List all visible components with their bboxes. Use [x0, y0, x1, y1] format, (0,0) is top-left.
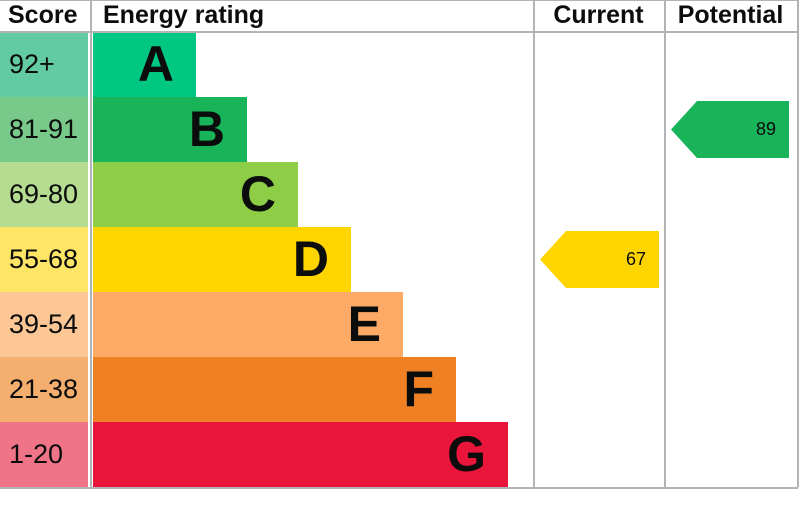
- gridline: [90, 0, 92, 487]
- band-row: 81-91 B: [0, 97, 800, 162]
- rating-letter: F: [403, 361, 434, 417]
- rating-letter: D: [292, 231, 329, 287]
- band-row: 21-38 F: [0, 357, 800, 422]
- rating-bar: C: [93, 162, 298, 227]
- rating-letter: C: [239, 166, 276, 222]
- score-range-label: 81-91: [0, 97, 88, 162]
- column-header-energy-rating: Energy rating: [103, 1, 265, 29]
- column-header-score: Score: [8, 1, 78, 29]
- gridline: [664, 0, 666, 487]
- column-header-current: Current: [553, 1, 644, 29]
- rating-letter: A: [137, 36, 174, 92]
- gridline: [0, 31, 798, 33]
- rating-bar: B: [93, 97, 247, 162]
- current-rating-arrow: 67: [540, 231, 659, 288]
- current-rating-value: 67: [625, 249, 646, 269]
- potential-rating-value: 89: [755, 119, 776, 139]
- rating-bar: G: [93, 422, 508, 487]
- gridline: [797, 0, 799, 487]
- band-row: 92+ A: [0, 32, 800, 97]
- rating-letter: G: [447, 426, 486, 482]
- band-row: 1-20 G: [0, 422, 800, 487]
- band-row: 39-54 E: [0, 292, 800, 357]
- rating-bar: E: [93, 292, 403, 357]
- score-range-label: 69-80: [0, 162, 88, 227]
- score-range-label: 55-68: [0, 227, 88, 292]
- band-row: 69-80 C: [0, 162, 800, 227]
- gridline: [0, 0, 798, 1]
- score-range-label: 21-38: [0, 357, 88, 422]
- rating-bar: A: [93, 32, 196, 97]
- score-range-label: 92+: [0, 32, 88, 97]
- gridline: [533, 0, 535, 487]
- rating-bar: D: [93, 227, 351, 292]
- rating-letter: E: [347, 296, 381, 352]
- band-row: 55-68 D: [0, 227, 800, 292]
- gridline: [0, 487, 798, 489]
- score-range-label: 1-20: [0, 422, 88, 487]
- score-range-label: 39-54: [0, 292, 88, 357]
- rating-bar: F: [93, 357, 456, 422]
- rating-letter: B: [188, 101, 225, 157]
- potential-rating-arrow: 89: [671, 101, 789, 158]
- column-header-potential: Potential: [677, 1, 784, 29]
